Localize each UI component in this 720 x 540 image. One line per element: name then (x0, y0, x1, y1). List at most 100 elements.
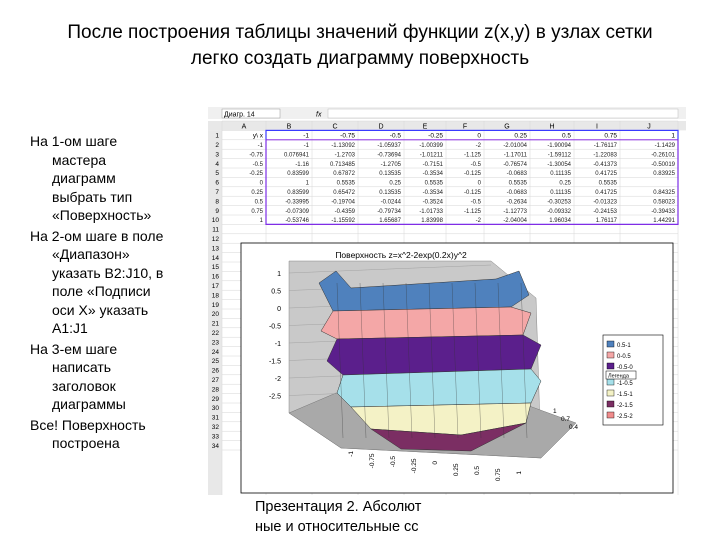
row-number: 32 (212, 424, 220, 431)
table-cell: 0.83599 (287, 171, 309, 177)
surface-mesh-line (497, 282, 505, 439)
instruction-first-line: На 2-ом шаге в поле (30, 227, 164, 244)
table-cell: -1.59112 (548, 152, 572, 158)
formula-input (327, 108, 679, 119)
table-cell: 1.96034 (549, 218, 571, 224)
instruction-line: оси Х» указать (52, 301, 149, 318)
x-axis-tick-label: 1 (516, 471, 523, 475)
table-cell: 0 (478, 181, 482, 187)
surface-band (370, 422, 527, 452)
table-cell: 0.25 (389, 181, 401, 187)
surface-mesh-line (474, 282, 482, 439)
table-cell: -0.07309 (285, 209, 309, 215)
slide-title: После построения таблицы значений функци… (20, 20, 700, 72)
footer-line-1: Презентация 2. Абсолют (255, 499, 422, 515)
table-cell: -0.76574 (503, 162, 527, 168)
table-cell: 0.5 (255, 199, 264, 205)
column-header: B (287, 124, 292, 131)
table-cell: 0.41725 (595, 190, 617, 196)
table-cell: 0 (260, 181, 264, 187)
table-cell: -0.3534 (423, 171, 444, 177)
z-axis-tick-label: 1 (277, 271, 281, 278)
row-number: 15 (212, 264, 220, 271)
row-number: 7 (215, 189, 219, 196)
legend-swatch (606, 340, 615, 348)
fx-label: fx (316, 112, 322, 119)
row-number: 13 (212, 245, 220, 252)
surface-mesh-line (382, 282, 390, 439)
row-number: 6 (215, 180, 219, 187)
surface-mesh-line (451, 282, 459, 439)
table-header-cell: -1 (303, 133, 309, 140)
table-cell: -1.90094 (547, 143, 571, 149)
surface-mesh-line (359, 282, 367, 439)
table-cell: 1.65687 (379, 218, 401, 224)
table-cell: -0.33995 (285, 199, 309, 205)
legend-swatch (606, 389, 615, 397)
table-header-cell: 1 (671, 133, 675, 140)
legend-label: -0.5-0 (617, 365, 633, 371)
footer-line-2: ные и относительные сс (255, 519, 419, 535)
row-number: 20 (212, 311, 220, 318)
row-number: 10 (212, 217, 220, 224)
row-number: 23 (212, 339, 220, 346)
column-header: A (242, 124, 247, 131)
table-cell: -0.30253 (547, 199, 571, 205)
name-box (221, 108, 281, 119)
legend-swatch (606, 378, 615, 386)
column-header: F (463, 124, 467, 131)
row-number: 18 (212, 292, 220, 299)
column-header: I (596, 124, 598, 131)
row-number: 9 (215, 208, 219, 215)
table-cell: 1.44291 (653, 218, 675, 224)
table-cell: -0.0683 (507, 190, 528, 196)
table-cell: -1.76117 (594, 143, 618, 149)
legend-header: Легенда (608, 374, 630, 380)
table-cell: 0.713485 (330, 162, 356, 168)
table-cell: 1 (306, 181, 310, 187)
row-number: 21 (212, 321, 220, 328)
table-cell: -1.2703 (335, 152, 356, 158)
table-cell: -1.01733 (419, 209, 443, 215)
legend-swatch (606, 362, 615, 370)
row-number: 17 (212, 283, 220, 290)
legend-label: -1-0.5 (617, 381, 633, 387)
instruction-line: мастера (52, 151, 107, 168)
table-cell: -1.15592 (331, 218, 355, 224)
table-cell: -0.5 (471, 162, 482, 168)
table-cell: -0.79734 (377, 209, 401, 215)
instructions-list: На 1-ом шаге мастера диаграмм выбрать тип «П… (30, 132, 205, 455)
instruction-line: «Диапазон» (52, 246, 130, 262)
table-cell: -0.73694 (377, 152, 401, 158)
table-cell: -1.13092 (331, 143, 355, 149)
table-cell: -0.125 (464, 190, 482, 196)
table-cell: -1 (258, 143, 264, 149)
z-axis-tick-label: -0.5 (269, 324, 281, 331)
row-number: 30 (212, 405, 220, 412)
row-number: 8 (215, 198, 219, 205)
instruction-item: На 2-ом шаге в поле «Диапазон» указать В2:… (30, 227, 205, 338)
z-axis-tick-label: 0.5 (271, 289, 281, 296)
z-axis-tick-label: -2.5 (269, 394, 281, 401)
instruction-first-line: Все! Поверхность (30, 416, 146, 433)
legend-label: -2-1.5 (617, 403, 633, 409)
title-line-2: легко создать диаграмму поверхность (190, 48, 530, 69)
table-cell: -0.41373 (593, 162, 617, 168)
column-header: G (504, 124, 509, 131)
table-cell: 1 (260, 218, 264, 224)
table-cell: -2.01004 (503, 143, 527, 149)
table-cell: -1 (304, 143, 310, 149)
table-cell: -0.2634 (507, 199, 528, 205)
instruction-item: На 1-ом шаге мастера диаграмм выбрать тип «П… (30, 132, 205, 225)
table-header-cell: 0.75 (604, 133, 617, 140)
surface-mesh-line (428, 282, 436, 439)
instruction-line: заголовок (52, 377, 116, 394)
table-cell: 0.41725 (595, 171, 617, 177)
instruction-line: выбрать тип (52, 188, 133, 205)
table-cell: -0.50019 (651, 162, 675, 168)
y-axis-tick-label: 0.7 (561, 416, 570, 423)
row-number: 1 (215, 133, 219, 140)
x-axis-tick-label: 0 (432, 461, 439, 465)
table-cell: 0.076941 (284, 152, 310, 158)
row-number: 14 (212, 255, 220, 262)
